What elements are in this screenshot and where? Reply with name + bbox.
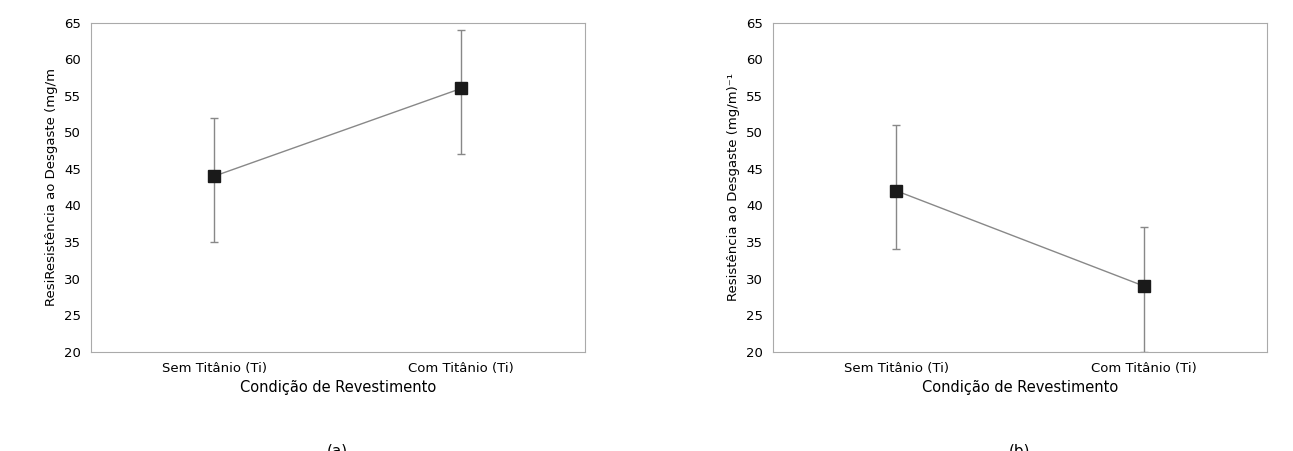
X-axis label: Condição de Revestimento: Condição de Revestimento (922, 380, 1118, 395)
Y-axis label: ResiResistência ao Desgaste (mg/m: ResiResistência ao Desgaste (mg/m (45, 68, 58, 306)
Text: (b): (b) (1010, 444, 1031, 451)
X-axis label: Condição de Revestimento: Condição de Revestimento (239, 380, 436, 395)
Text: (a): (a) (327, 444, 348, 451)
Y-axis label: Resistência ao Desgaste (mg/m)⁻¹: Resistência ao Desgaste (mg/m)⁻¹ (728, 73, 741, 301)
